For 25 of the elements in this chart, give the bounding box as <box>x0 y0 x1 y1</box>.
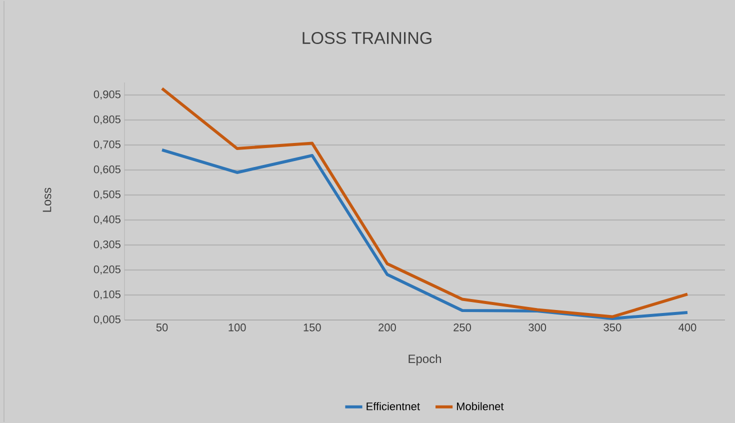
x-tick-label: 350 <box>604 324 622 332</box>
x-tick-label: 150 <box>304 324 321 332</box>
legend-label: Mobilenet <box>456 402 504 410</box>
x-tick-label: 300 <box>528 324 546 332</box>
y-axis-title: Loss <box>42 188 52 212</box>
chart-title: LOSS TRAINING <box>302 32 432 44</box>
y-tick-label: 0,105 <box>94 290 120 300</box>
y-tick-label: 0,605 <box>94 165 120 175</box>
x-axis-title: Epoch <box>408 354 441 366</box>
x-tick-label: 200 <box>378 324 396 332</box>
x-tick-label: 100 <box>228 324 246 332</box>
x-tick-label: 250 <box>454 324 472 332</box>
y-tick-label: 0,905 <box>94 90 120 100</box>
y-tick-label: 0,505 <box>94 190 120 200</box>
x-tick-label: 400 <box>678 324 696 332</box>
legend-label: Efficientnet <box>366 402 420 410</box>
y-tick-label: 0,405 <box>94 215 120 225</box>
x-tick-label: 50 <box>156 324 168 332</box>
y-tick-label: 0,805 <box>94 115 120 125</box>
y-tick-label: 0,205 <box>94 265 120 275</box>
y-tick-label: 0,305 <box>94 240 120 250</box>
y-tick-label: 0,005 <box>94 315 120 325</box>
line-series <box>160 148 689 320</box>
y-tick-label: 0,705 <box>94 140 120 150</box>
line-series <box>160 86 689 318</box>
